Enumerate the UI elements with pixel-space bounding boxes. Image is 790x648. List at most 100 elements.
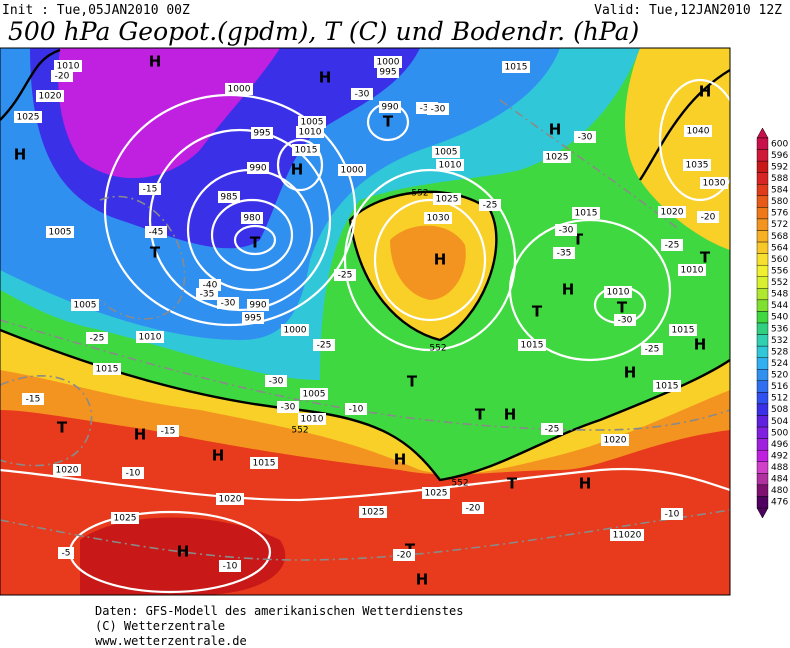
temperature-label-box <box>661 239 683 251</box>
isobar-label: 995 <box>253 129 270 139</box>
temperature-label: -25 <box>90 334 105 344</box>
temperature-label: -25 <box>665 241 680 251</box>
isobar-label: 1005 <box>435 148 458 158</box>
isobar-label: 1015 <box>505 63 528 73</box>
isobar-label: 1010 <box>301 415 324 425</box>
zone-purple <box>58 48 281 179</box>
temperature-label: -30 <box>578 133 593 143</box>
isobar-label: 1025 <box>17 113 40 123</box>
isobar-label: 1030 <box>427 214 450 224</box>
height-label: 552 <box>291 426 308 436</box>
isobar-label: 1010 <box>57 62 80 72</box>
colorbar-cell <box>756 288 769 301</box>
temperature-label: -35 <box>200 290 215 300</box>
isobar-label: 985 <box>220 193 237 203</box>
temperature-label: -25 <box>483 201 498 211</box>
pressure-center: T <box>57 419 68 437</box>
pressure-center: T <box>507 475 518 493</box>
pressure-center: H <box>624 364 637 382</box>
isotherm <box>499 99 681 231</box>
isotherm <box>99 195 186 320</box>
temperature-label: -40 <box>203 281 218 291</box>
temperature-label-box <box>553 247 575 259</box>
colorbar-cell <box>756 496 769 509</box>
colorbar-cell <box>756 484 769 497</box>
pressure-center: H <box>177 543 190 561</box>
colorbar-label: 516 <box>771 382 788 392</box>
height-label: 552 <box>451 479 468 489</box>
colorbar-cell <box>756 322 769 335</box>
isobar-label: 995 <box>244 314 261 324</box>
isobar-label-box <box>241 212 263 224</box>
pressure-center: H <box>562 281 575 299</box>
colorbar-label: 520 <box>771 371 788 381</box>
isobar-label-box <box>251 127 273 139</box>
colorbar-arrow-bottom <box>756 507 769 519</box>
isobar-label: 990 <box>249 301 266 311</box>
colorbar-cell <box>756 357 769 370</box>
isobar-label-box <box>572 207 600 219</box>
colorbar-cell <box>756 276 769 289</box>
isobar-label: 1000 <box>284 326 307 336</box>
colorbar-cell <box>756 172 769 185</box>
pressure-center: T <box>383 113 394 131</box>
footer-line: Daten: GFS-Modell des amerikanischen Wet… <box>95 604 463 618</box>
isobar-label-box <box>225 83 253 95</box>
isobar-label: 1030 <box>703 179 726 189</box>
pressure-center: T <box>573 231 584 249</box>
isobar-label-box <box>359 506 387 518</box>
map-area: HHHTHHHTTHTTHTTHTHTHHTHHTHHTH10101020102… <box>0 48 730 595</box>
temperature-label-box <box>86 332 108 344</box>
colorbar-label: 532 <box>771 336 788 346</box>
isobar <box>373 198 487 322</box>
isobar-label: 1020 <box>219 495 242 505</box>
pressure-center: H <box>394 451 407 469</box>
isobar-label-box <box>296 126 324 138</box>
isobar-label: 1000 <box>377 58 400 68</box>
isobar-label-box <box>247 299 269 311</box>
temperature-label-box <box>479 199 501 211</box>
temperature-label: -20 <box>397 551 412 561</box>
isobar-label-box <box>136 331 164 343</box>
temperature-label: -30 <box>281 403 296 413</box>
isobar-label-box <box>436 159 464 171</box>
colorbar-cell <box>756 230 769 243</box>
colorbar-cell <box>756 473 769 486</box>
isobar-label-box <box>242 312 264 324</box>
colorbar-cell <box>756 160 769 173</box>
isobar-label: 1010 <box>607 288 630 298</box>
isobar-label-box <box>379 101 401 113</box>
colorbar-cell <box>756 369 769 382</box>
pressure-center: H <box>14 146 27 164</box>
isobar-label: 1025 <box>546 153 569 163</box>
colorbar-cell <box>756 195 769 208</box>
pressure-center: H <box>579 475 592 493</box>
isobar-label-box <box>422 487 450 499</box>
isobar-label: 1015 <box>521 341 544 351</box>
temperature-label: -30 <box>355 90 370 100</box>
temperature-label: -25 <box>645 345 660 355</box>
height-label: 552 <box>429 344 446 354</box>
footer-line: (C) Wetterzentrale <box>95 619 225 633</box>
isobar-label-box <box>601 434 629 446</box>
pressure-center: H <box>549 121 562 139</box>
isobar-label: 1025 <box>362 508 385 518</box>
temperature-label: -45 <box>149 228 164 238</box>
pressure-center: T <box>407 373 418 391</box>
pressure-center: H <box>504 406 517 424</box>
colorbar-label: 600 <box>771 139 788 149</box>
pressure-center: T <box>250 234 261 252</box>
temperature-label-box <box>351 88 373 100</box>
colorbar-label: 572 <box>771 220 788 230</box>
isobar-label: 1020 <box>56 466 79 476</box>
temperature-label: -25 <box>317 341 332 351</box>
temperature-label-box <box>462 502 484 514</box>
colorbar-cell <box>756 207 769 220</box>
isobar-label: 1005 <box>74 301 97 311</box>
colorbar-cell <box>756 241 769 254</box>
isobar-label: 990 <box>381 103 398 113</box>
isobar-label-box <box>658 206 686 218</box>
colorbar-label: 504 <box>771 417 788 427</box>
height-label: 552 <box>411 189 428 199</box>
